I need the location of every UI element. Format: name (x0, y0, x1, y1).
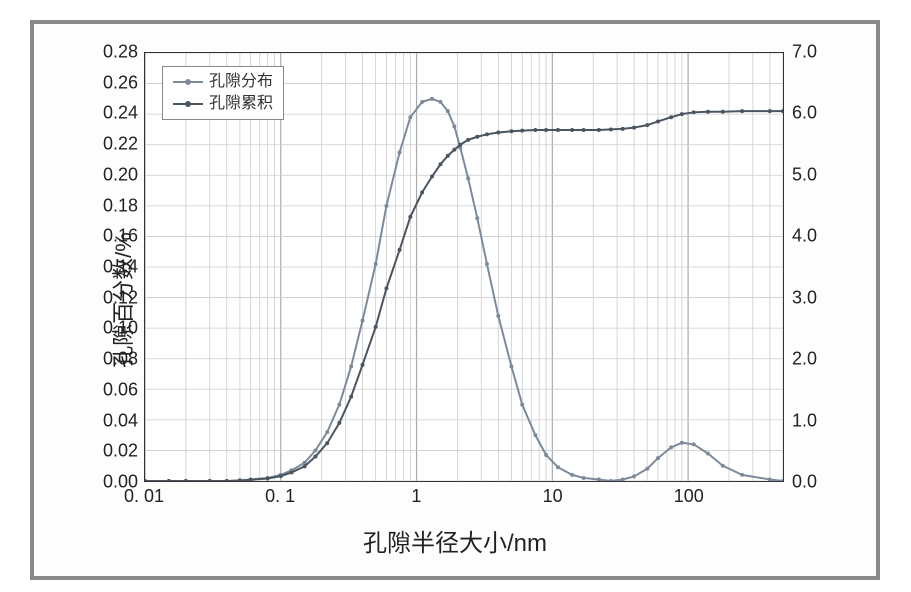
legend: 孔隙分布 孔隙累积 (162, 66, 284, 120)
y2-tick-labels: 0.01.02.03.04.05.06.07.0 (788, 52, 836, 482)
legend-swatch (173, 103, 203, 105)
legend-swatch (173, 81, 203, 83)
legend-label: 孔隙累积 (209, 93, 273, 115)
legend-label: 孔隙分布 (209, 71, 273, 93)
x-axis-label: 孔隙半径大小/nm (363, 523, 547, 558)
legend-item: 孔隙分布 (173, 71, 273, 93)
legend-item: 孔隙累积 (173, 93, 273, 115)
chart-container: 孔隙百分数/% 孔隙累积百分数/% 孔隙半径大小/nm 0.000.020.04… (30, 20, 880, 580)
x-tick-labels: 0. 010. 1110100 (144, 486, 784, 512)
y1-tick-labels: 0.000.020.040.060.080.100.120.140.160.18… (90, 52, 142, 482)
